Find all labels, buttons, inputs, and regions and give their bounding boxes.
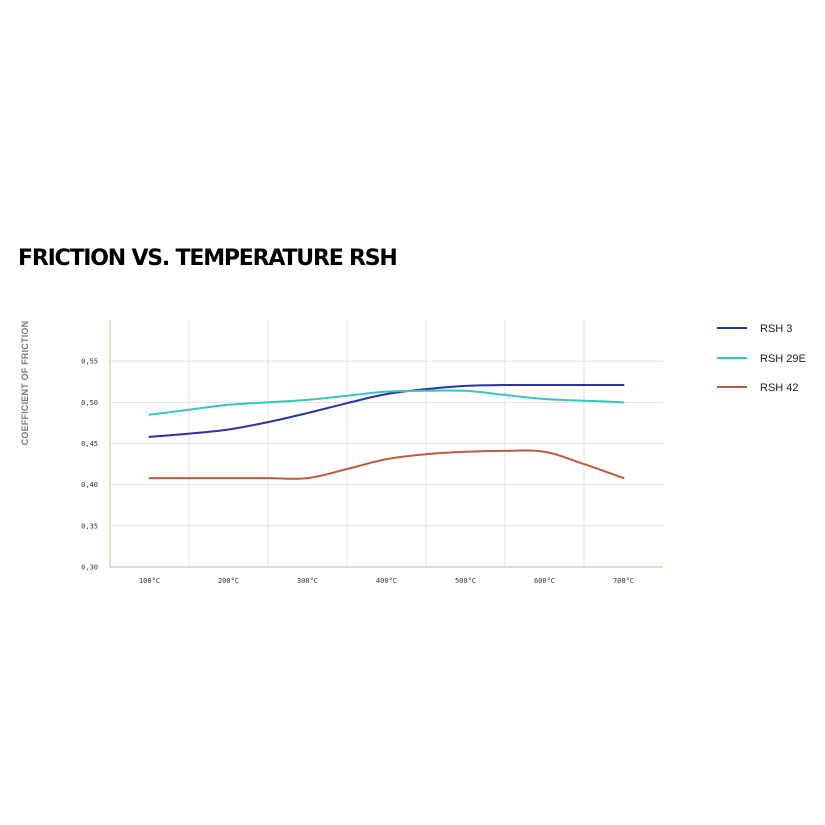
- y-tick-label: 0,35: [81, 522, 98, 530]
- chart-title: FRICTION VS. TEMPERATURE RSH: [18, 246, 398, 271]
- legend: RSH 3 RSH 29E RSH 42: [717, 323, 806, 394]
- legend-label-rsh-42: RSH 42: [760, 382, 799, 394]
- axes: [109, 320, 663, 568]
- series-line-rsh-3: [148, 383, 625, 438]
- grid: [110, 320, 663, 567]
- legend-label-rsh-29e: RSH 29E: [760, 353, 806, 365]
- x-tick-label: 300°C: [297, 577, 318, 585]
- x-tick-label: 200°C: [218, 577, 239, 585]
- series-lines: [148, 383, 625, 480]
- y-tick-label: 0,40: [81, 481, 98, 489]
- x-tick-label: 500°C: [455, 577, 476, 585]
- y-tick-label: 0,30: [81, 564, 98, 572]
- tick-labels: 0,30 0,35 0,40 0,45 0,50 0,55 100°C 200°C 300°C 4…: [81, 358, 634, 585]
- y-axis-label: COEFFICIENT OF FRICTION: [20, 321, 30, 446]
- y-tick-label: 0,55: [81, 358, 98, 366]
- y-tick-label: 0,50: [81, 399, 98, 407]
- x-tick-label: 700°C: [613, 577, 634, 585]
- y-tick-label: 0,45: [81, 440, 98, 448]
- x-tick-label: 400°C: [376, 577, 397, 585]
- legend-label-rsh-3: RSH 3: [760, 323, 792, 335]
- x-tick-label: 600°C: [534, 577, 555, 585]
- series-line-rsh-42: [148, 449, 625, 480]
- x-tick-label: 100°C: [139, 577, 160, 585]
- series-line-rsh-29e: [148, 389, 625, 416]
